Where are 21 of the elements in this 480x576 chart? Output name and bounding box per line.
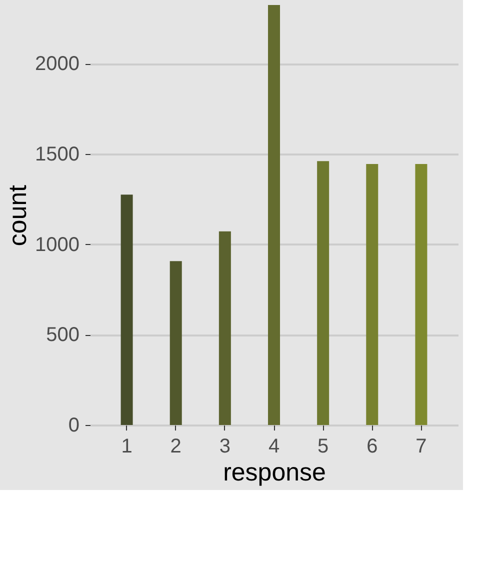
x-tick-label: 1 — [121, 436, 132, 458]
x-tick-label: 6 — [366, 436, 378, 458]
y-tick-label: 2000 — [35, 53, 80, 76]
bar — [218, 231, 231, 425]
x-tick-label: 3 — [219, 436, 230, 458]
bar — [317, 161, 330, 425]
bar — [120, 194, 133, 425]
x-tick-label: 4 — [268, 436, 280, 458]
y-tick-label: 500 — [46, 324, 80, 346]
bar — [415, 164, 428, 425]
y-tick-label: 1000 — [35, 234, 80, 256]
x-tick-label: 2 — [170, 436, 182, 458]
bar — [268, 5, 280, 425]
x-tick-label: 5 — [318, 436, 329, 458]
x-tick-label: 7 — [416, 436, 427, 458]
x-axis-title: response — [223, 458, 326, 486]
bar — [170, 261, 182, 425]
y-tick-label: 0 — [68, 414, 80, 436]
y-axis-title: count — [4, 184, 32, 246]
y-tick-label: 1500 — [35, 144, 80, 166]
bar — [366, 164, 378, 425]
